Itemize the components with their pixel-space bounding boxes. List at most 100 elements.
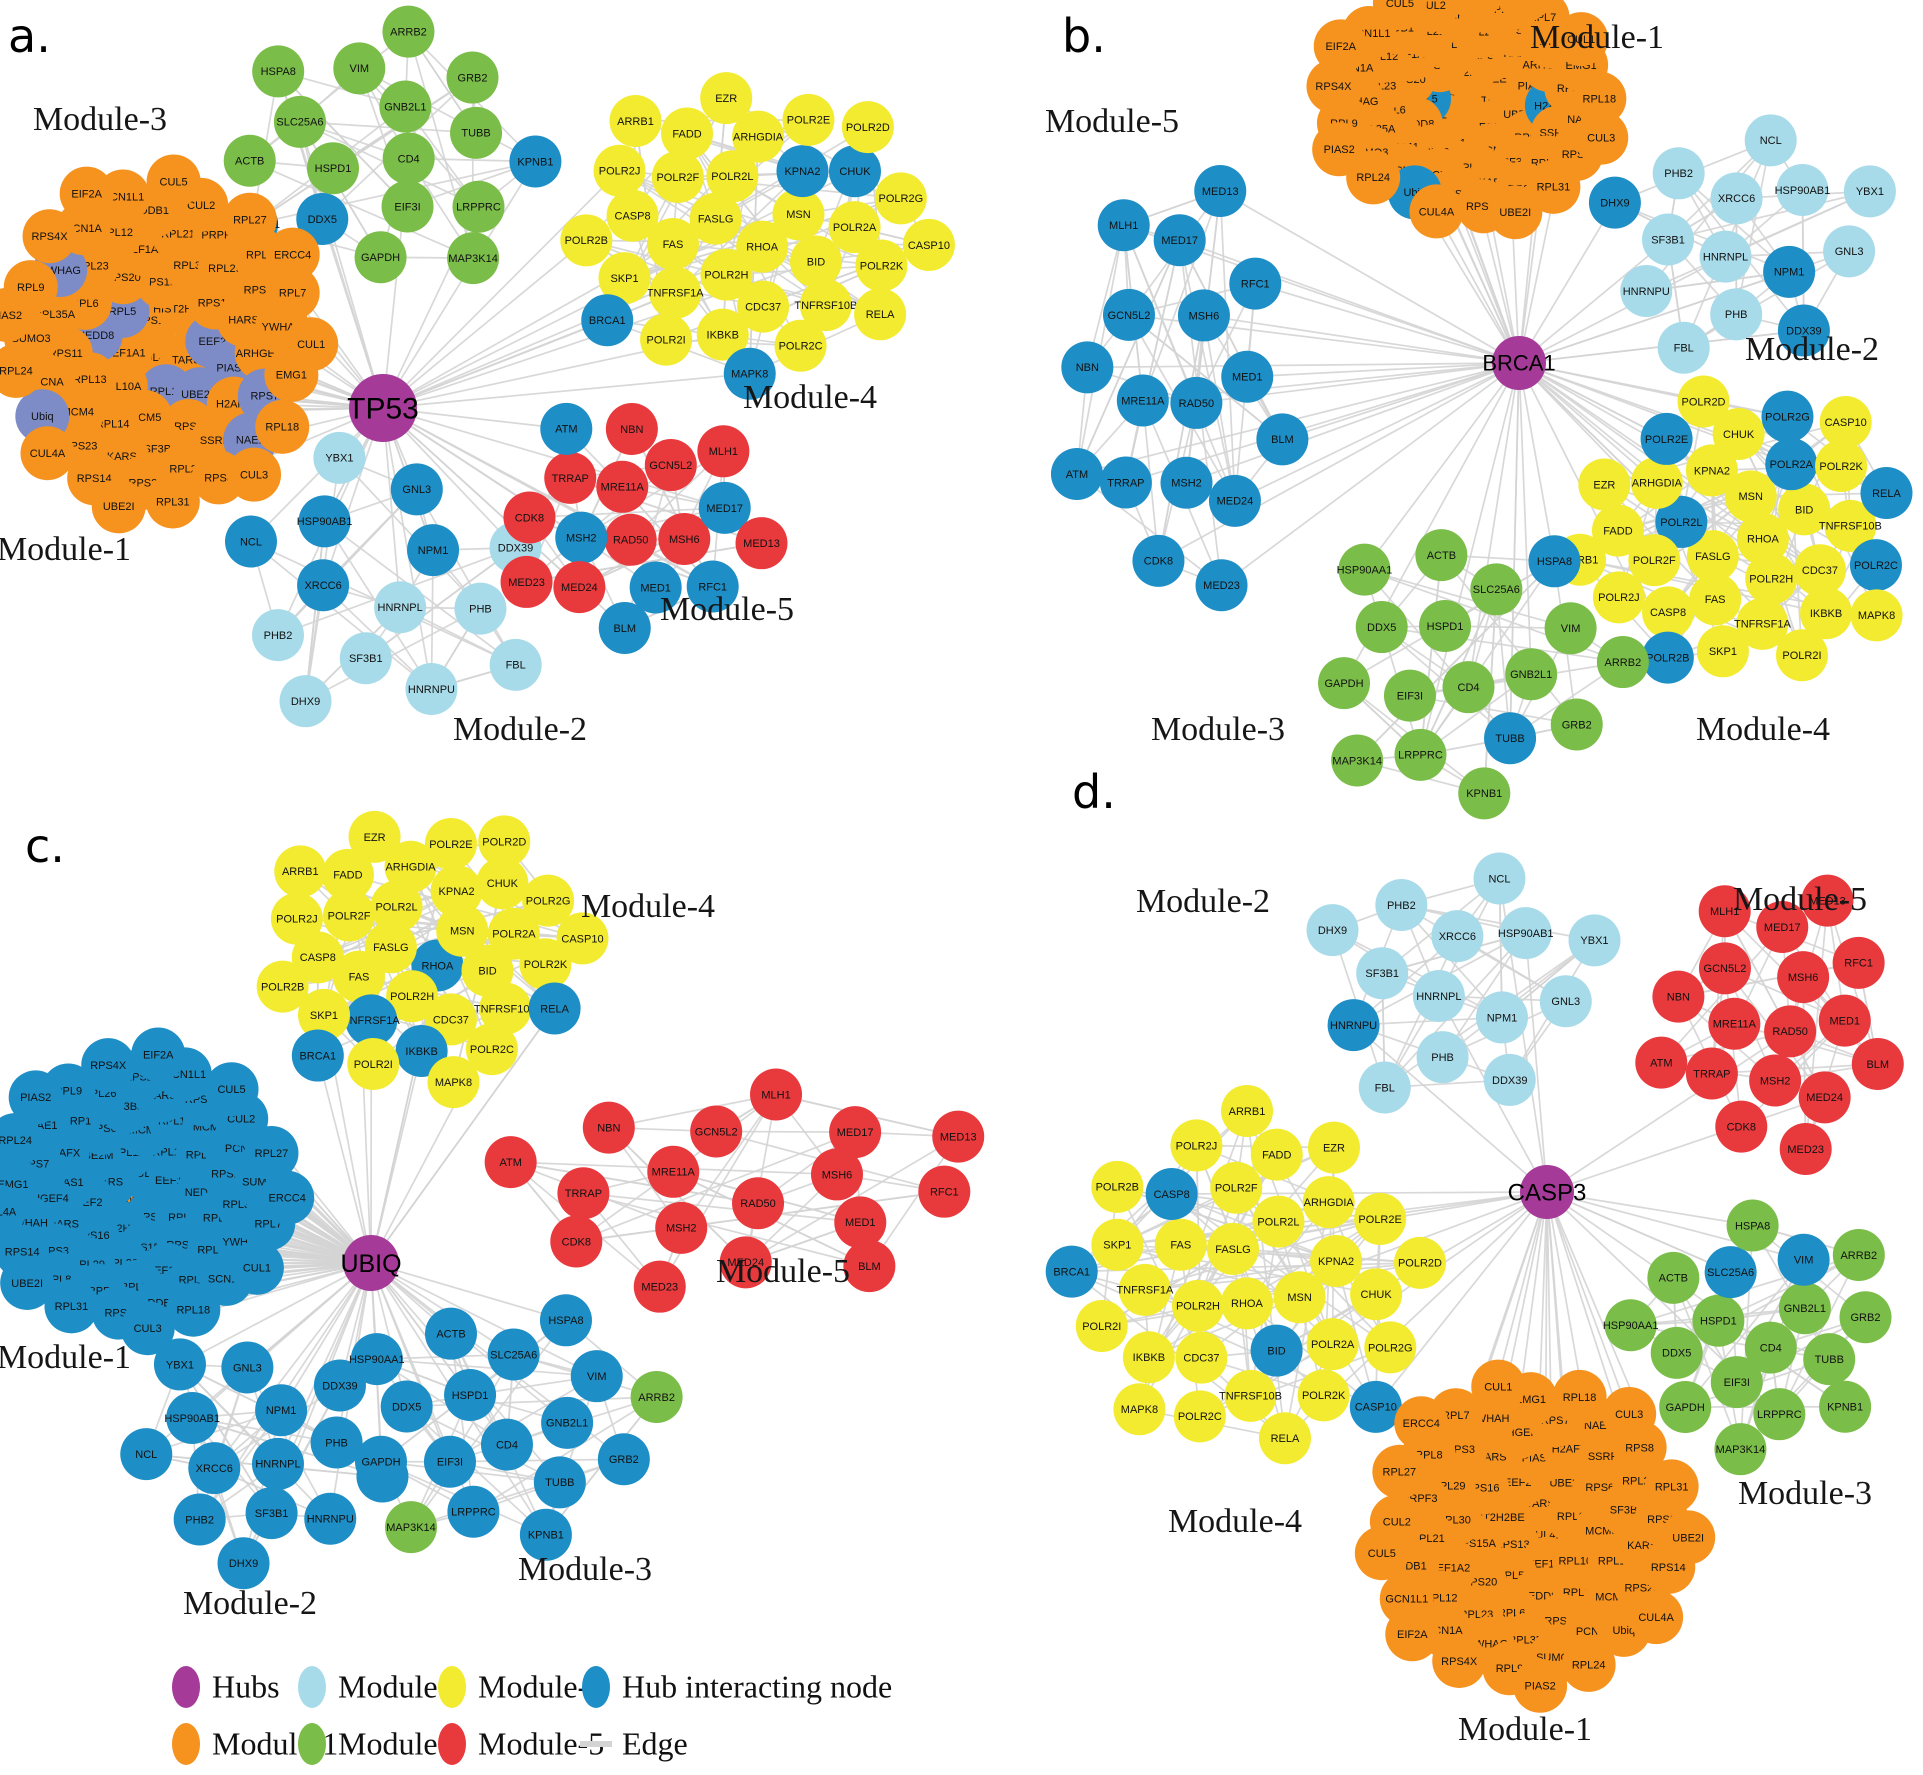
module-a-module-1: CUL4BRPS13TARSEEF1A1HIST2H2BERPL11RPL5EE… xyxy=(0,154,339,534)
node-label: Ubiq xyxy=(31,411,54,423)
edge xyxy=(1148,1296,1300,1359)
node-label: IKBKB xyxy=(1133,1352,1165,1364)
node-RELA xyxy=(1258,1412,1311,1465)
edge xyxy=(1419,362,1520,756)
node-POLR2G xyxy=(874,172,927,225)
node-FADD xyxy=(321,848,374,901)
node-label: POLR2F xyxy=(328,910,371,922)
node-label: GCN5L2 xyxy=(649,460,692,472)
node-label: CUL3 xyxy=(240,469,268,481)
node-label: HSPD1 xyxy=(1700,1316,1737,1328)
module-c-module-5: RAD50 MRE11A MSH6 MSH2 GCN5L2 MED1 TRRAP MED17 M… xyxy=(484,1068,985,1313)
node-RELA xyxy=(1860,466,1913,519)
node-CASP10 xyxy=(556,912,609,965)
node-label: CD4 xyxy=(1760,1342,1782,1354)
node-label: POLR2E xyxy=(787,115,830,127)
node-label: SKP1 xyxy=(1103,1240,1131,1252)
node-MSN xyxy=(436,904,489,957)
node-PHB2 xyxy=(1375,878,1428,931)
node-label: RPL24 xyxy=(1356,172,1390,184)
node-label: CUL4A xyxy=(0,1207,17,1219)
edge xyxy=(1128,314,1283,441)
node-label: ARRB2 xyxy=(638,1392,675,1404)
node-label: MSN xyxy=(1287,1292,1312,1304)
module-c-module-1: UbiqCUL4BRPS13TARSEEF1A1HIST2H2BERPL11RP… xyxy=(0,1027,315,1356)
node-label: POLR2A xyxy=(492,929,536,941)
node-label: EIF2A xyxy=(71,188,102,200)
node-label: ERCC4 xyxy=(274,249,311,261)
node-MAPK8 xyxy=(427,1056,480,1109)
node-label: EIF2A xyxy=(1325,41,1356,53)
node-label: GNB2L1 xyxy=(1784,1303,1826,1315)
node-label: TUBB xyxy=(545,1477,574,1489)
node-UBE2I xyxy=(1661,1510,1716,1565)
node-MRE11A xyxy=(647,1145,700,1198)
edge xyxy=(1518,362,1556,562)
node-CUL1 xyxy=(1471,1359,1526,1414)
node-EIF3I xyxy=(1710,1356,1763,1409)
node-label: ERCC4 xyxy=(1506,0,1543,2)
node-label: RPL31 xyxy=(55,1301,89,1313)
node-POLR2L xyxy=(1252,1195,1305,1248)
node-RPL7 xyxy=(265,265,320,320)
node-POLR2H xyxy=(700,248,753,301)
node-CASP8 xyxy=(606,189,659,242)
node-RPL18 xyxy=(1572,71,1627,126)
edge xyxy=(1186,362,1520,484)
node-label: CD4 xyxy=(1458,682,1480,694)
node-label: KPNB1 xyxy=(1466,788,1502,800)
node-label: POLR2B xyxy=(565,235,608,247)
module-a-module-4: RHOA FASLG MSN POLR2H POLR2L BID FAS KPNA2 CDC37… xyxy=(560,72,955,400)
node-KPNB1 xyxy=(519,1508,572,1561)
node-label: POLR2F xyxy=(656,172,699,184)
node-label: PIAS2 xyxy=(0,310,22,322)
edge xyxy=(1076,239,1181,475)
node-SF3B1 xyxy=(1642,213,1695,266)
node-label: HNRNPL xyxy=(1416,991,1461,1003)
node-label: SF3B3 xyxy=(1610,1504,1644,1516)
node-UBE2I xyxy=(1488,185,1543,240)
node-label: MED13 xyxy=(743,538,780,550)
node-label: GRB2 xyxy=(1562,719,1592,731)
node-label: GRB2 xyxy=(458,72,488,84)
node-MRE11A xyxy=(1708,997,1761,1050)
module-label-c-module-3: Module-3 xyxy=(518,1551,652,1588)
node-HSPA8 xyxy=(1726,1199,1779,1252)
node-TNFRSF10B xyxy=(479,982,532,1035)
edge xyxy=(1711,926,1784,1074)
node-label: MAPK8 xyxy=(1858,610,1895,622)
node-FBL xyxy=(1657,321,1710,374)
node-IKBKB xyxy=(1800,587,1853,640)
node-POLR2F xyxy=(1210,1161,1263,1214)
legend-label: Hub interacting node xyxy=(622,1669,892,1705)
node-ACTB xyxy=(424,1307,477,1360)
edge xyxy=(1087,362,1520,369)
node-label: EIF2A xyxy=(143,1049,174,1061)
node-CUL3 xyxy=(1602,1387,1657,1442)
node-label: RPS14 xyxy=(5,1247,40,1259)
edge xyxy=(1678,962,1859,998)
node-RPL18 xyxy=(166,1282,221,1337)
node-ERCC4 xyxy=(265,227,320,282)
node-MSH6 xyxy=(1177,289,1230,342)
node-label: RPL9 xyxy=(17,282,45,294)
module-label-b-module-3: Module-3 xyxy=(1151,711,1285,748)
module-b-module-1: CUL4BRPS13TARSEEF1A1HIST2H2BERPL11RPL5EE… xyxy=(1306,0,1629,240)
node-FAS xyxy=(1689,573,1742,626)
hub-BRCA1 xyxy=(1492,336,1546,390)
node-CDC37 xyxy=(1793,544,1846,597)
module-a-module-3: CD4 HSPD1 GNB2L1 EIF3I SLC25A6 TUBB DDX5 VIM LRP… xyxy=(223,5,562,285)
legend-swatch-module-4 xyxy=(438,1666,466,1708)
node-label: CASP10 xyxy=(908,240,950,252)
node-DDX5 xyxy=(380,1380,433,1433)
node-SF3B1 xyxy=(1356,947,1409,1000)
node-CUL5 xyxy=(1354,1526,1409,1581)
node-label: HNRNPU xyxy=(1330,1020,1377,1032)
node-label: NPM1 xyxy=(1774,267,1805,279)
edge xyxy=(213,1262,372,1469)
node-label: FADD xyxy=(333,870,362,882)
node-POLR2H xyxy=(1745,552,1798,605)
node-TNFRSF1A xyxy=(649,266,702,319)
legend-swatch-hub-interacting-node xyxy=(582,1666,610,1708)
node-label: FBL xyxy=(506,660,526,672)
